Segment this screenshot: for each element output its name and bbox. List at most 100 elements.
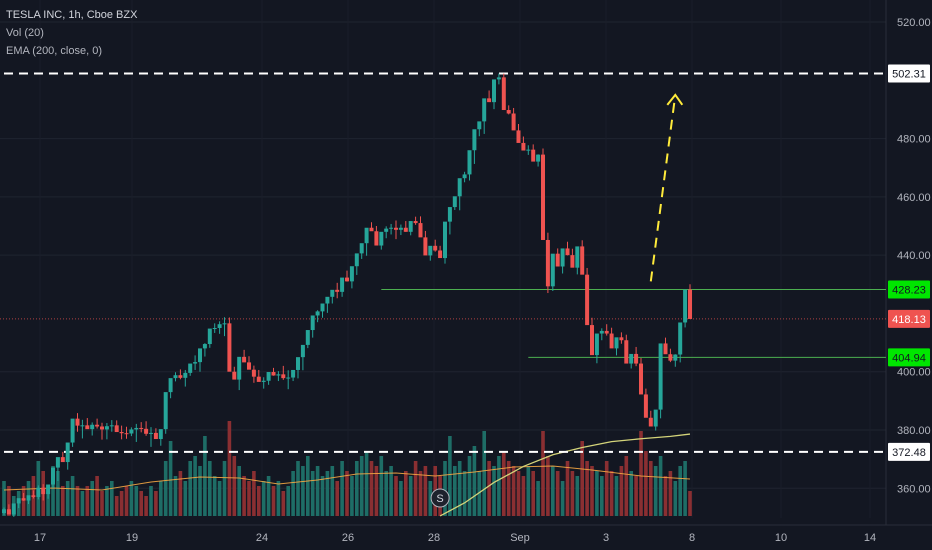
candle-body [158,429,163,440]
volume-bar [217,481,222,516]
volume-bar [604,461,609,516]
candle-body [149,432,153,434]
volume-bar [271,486,276,516]
volume-bar [653,466,658,516]
candle-body [433,245,438,251]
candle-body [75,418,80,426]
volume-bar [570,471,575,516]
volume-bar [575,476,580,516]
time-tick-label: 3 [603,532,609,544]
candle-body [570,255,575,268]
candle-body [511,113,516,131]
candle-body [188,363,193,373]
candle-body [403,227,408,232]
volume-bar [482,431,486,516]
time-tick-label: 19 [126,532,138,544]
candle-body [550,253,555,287]
candle-body [345,277,349,282]
volume-bar [408,476,413,516]
volume-ma-line [3,465,691,491]
volume-bar [232,456,237,516]
candle-body [124,433,129,435]
candle-body [423,237,428,256]
price-tick-label: 400.00 [897,367,931,379]
volume-bar [281,491,286,516]
candle-body [114,425,119,433]
volume-bar [580,441,584,516]
volume-bar [198,466,202,516]
volume-bar [129,481,134,516]
volume-bar [374,466,379,516]
candle-body [634,353,639,364]
candle-body [36,487,41,498]
candle-body [325,296,330,304]
candle-body [428,245,433,256]
volume-bar [453,466,457,516]
candle-body [413,221,418,224]
volume-bar [560,481,565,516]
time-tick-label: 24 [256,532,268,544]
candle-body [2,509,6,514]
candle-body [599,330,604,334]
ema-legend[interactable]: EMA (200, close, 0) [6,45,102,57]
volume-bar [193,456,197,516]
volume-bar [555,471,560,516]
volume-bar [212,476,217,516]
volume-bar [154,491,158,516]
candle-body [555,253,560,267]
candle-body [222,323,227,325]
volume-legend[interactable]: Vol (20) [6,27,44,39]
price-label-support-box [888,280,930,299]
candle-body [251,369,256,377]
candle-body [227,323,232,372]
candle-body [663,343,668,355]
candle-body [291,369,296,378]
candle-body [168,378,173,393]
price-label-support: 404.94 [892,352,926,364]
candle-body [129,429,134,434]
volume-bar [413,461,418,516]
volume-bar [183,481,188,516]
volume-bar [624,456,629,516]
volume-bar [639,431,643,516]
volume-bar [61,486,65,516]
volume-bar [301,466,305,516]
candle-body [261,380,266,382]
volume-bar [516,471,521,516]
volume-bar [404,471,408,516]
volume-bar [144,496,148,516]
candle-body [315,311,320,316]
candle-body [271,372,276,376]
chart-legend: TESLA INC, 1h, Cboe BZX Vol (20) EMA (20… [6,6,137,60]
candle-body [232,371,237,380]
volume-bar [21,486,26,516]
candle-body [354,253,359,267]
split-marker [430,488,450,508]
candle-body [16,498,21,504]
symbol-legend[interactable]: TESLA INC, 1h, Cboe BZX [6,9,138,21]
candle-body [369,227,374,232]
volume-bar [644,451,648,516]
volume-bar [2,481,6,516]
price-label-level-box [888,442,930,461]
candle-body [144,428,149,434]
candle-body [65,442,70,463]
volume-bar [634,476,638,516]
volume-bar [511,466,516,516]
volume-bar [124,486,129,516]
candle-body [590,325,594,356]
candle-body [207,328,212,345]
volume-bar [600,476,604,516]
candle-body [173,375,178,379]
volume-bar [227,421,232,516]
candle-body [300,344,305,358]
volume-bar [7,486,11,516]
volume-bar [526,466,531,516]
volume-bar [310,471,315,516]
candle-body [545,239,550,287]
volume-bar [173,476,178,516]
candle-body [418,223,423,238]
volume-bar [261,481,266,516]
